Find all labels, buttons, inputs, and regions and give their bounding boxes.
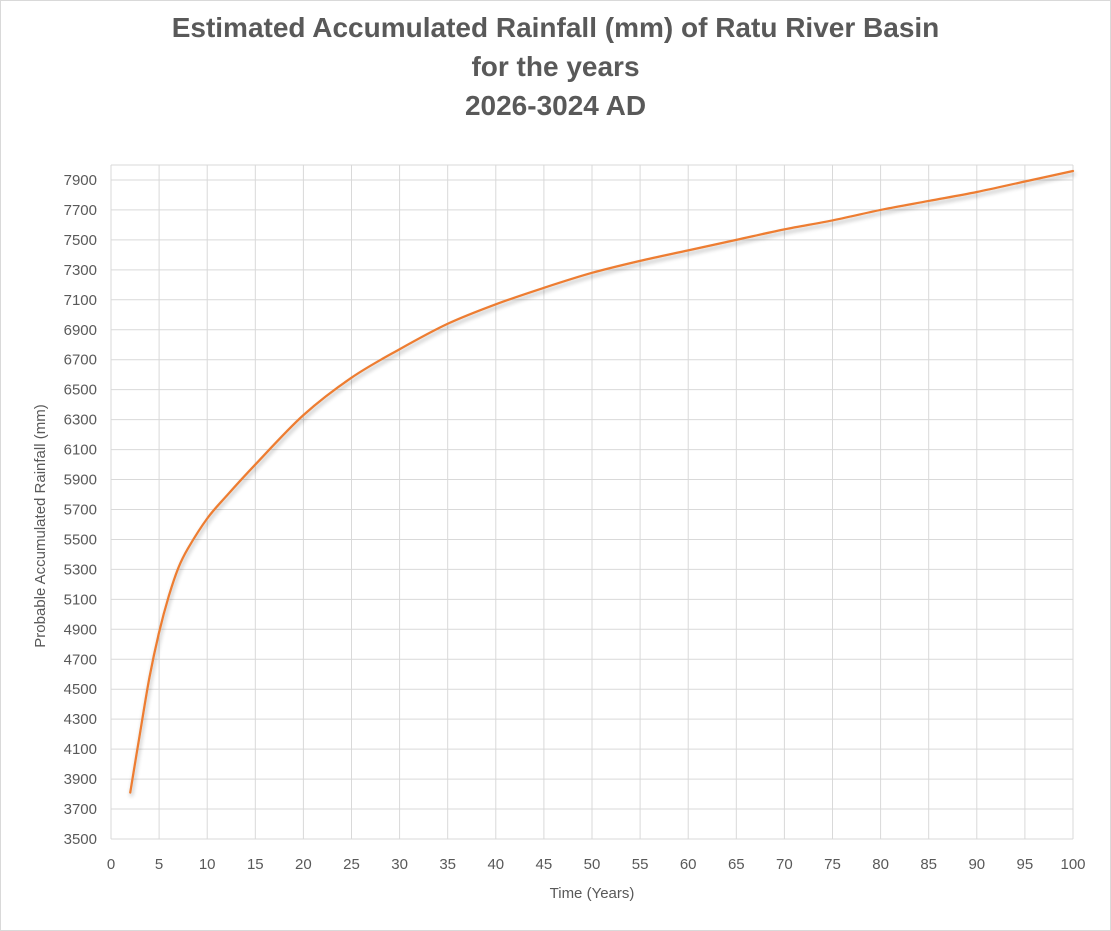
x-tick-label: 20	[295, 856, 312, 873]
y-tick-label: 7300	[64, 262, 97, 279]
x-tick-label: 65	[728, 856, 745, 873]
x-tick-label: 85	[920, 856, 937, 873]
x-tick-label: 100	[1060, 856, 1085, 873]
y-tick-label: 4100	[64, 741, 97, 758]
x-tick-label: 35	[439, 856, 456, 873]
y-tick-label: 4700	[64, 651, 97, 668]
y-tick-label: 3900	[64, 771, 97, 788]
x-tick-label: 45	[536, 856, 553, 873]
x-tick-label: 15	[247, 856, 264, 873]
y-tick-label: 5700	[64, 501, 97, 518]
x-axis-title: Time (Years)	[550, 885, 635, 902]
x-tick-label: 90	[968, 856, 985, 873]
x-tick-label: 70	[776, 856, 793, 873]
x-tick-label: 5	[155, 856, 163, 873]
x-axis-ticks: 0 5 10 15 20 25 30 35 40 45 50 55 60 65 70 75 80 85 90 95 10…	[107, 856, 1086, 873]
x-tick-label: 25	[343, 856, 360, 873]
y-tick-label: 6300	[64, 412, 97, 429]
chart-title: Estimated Accumulated Rainfall (mm) of R…	[0, 8, 1111, 125]
y-tick-label: 7500	[64, 232, 97, 249]
y-tick-label: 5100	[64, 591, 97, 608]
x-tick-label: 50	[584, 856, 601, 873]
grid	[110, 164, 1074, 840]
chart-title-line-1: Estimated Accumulated Rainfall (mm) of R…	[171, 12, 940, 43]
x-tick-label: 30	[391, 856, 408, 873]
y-tick-label: 3700	[64, 801, 97, 818]
x-tick-label: 80	[872, 856, 889, 873]
y-tick-label: 7900	[64, 172, 97, 189]
x-tick-label: 95	[1017, 856, 1034, 873]
x-tick-label: 0	[107, 856, 115, 873]
x-tick-label: 75	[824, 856, 841, 873]
y-axis-title: Probable Accumulated Rainfall (mm)	[32, 404, 49, 647]
y-axis-ticks: 3500 3700 3900 4100 4300 4500 4700 4900 5100 5300…	[64, 172, 97, 848]
y-tick-label: 4300	[64, 711, 97, 728]
chart-title-line-2: for the years	[471, 51, 640, 82]
y-tick-label: 5500	[64, 531, 97, 548]
y-tick-label: 6500	[64, 382, 97, 399]
series-layer	[129, 169, 1075, 794]
y-tick-label: 6100	[64, 442, 97, 459]
y-tick-label: 5900	[64, 472, 97, 489]
x-tick-label: 55	[632, 856, 649, 873]
y-tick-label: 3500	[64, 831, 97, 848]
y-tick-label: 4500	[64, 681, 97, 698]
series-line-0	[129, 169, 1075, 794]
y-tick-label: 6900	[64, 322, 97, 339]
y-tick-label: 4900	[64, 621, 97, 638]
y-tick-label: 5300	[64, 561, 97, 578]
x-tick-label: 40	[487, 856, 504, 873]
y-tick-label: 6700	[64, 352, 97, 369]
y-tick-label: 7700	[64, 202, 97, 219]
x-tick-label: 60	[680, 856, 697, 873]
y-tick-label: 7100	[64, 292, 97, 309]
x-tick-label: 10	[199, 856, 216, 873]
chart-title-line-3: 2026-3024 AD	[464, 90, 647, 121]
